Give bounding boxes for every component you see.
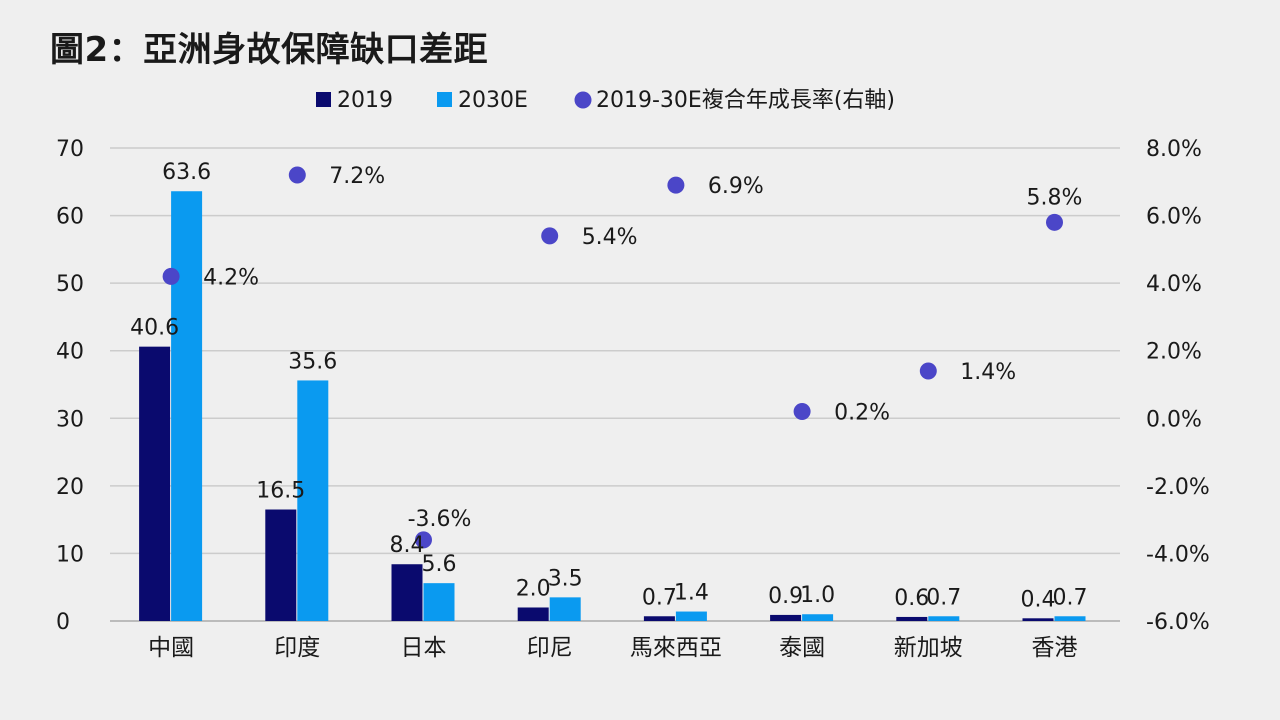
left-axis-tick-label: 40	[56, 340, 84, 365]
legend-swatch-cagr	[574, 91, 592, 109]
category-label: 中國	[148, 635, 194, 661]
right-axis-tick-label: 4.0%	[1146, 272, 1202, 297]
cagr-point	[415, 531, 432, 549]
bar-2030E-label: 1.0	[800, 583, 835, 608]
bar-2019	[896, 616, 928, 621]
cagr-label: -3.6%	[408, 507, 472, 532]
bar-2019-label: 8.4	[390, 533, 425, 558]
bar-2030E-label: 0.7	[926, 585, 961, 610]
legend-label-2019: 2019	[337, 88, 393, 113]
bar-2030E-label: 3.5	[548, 566, 583, 591]
cagr-label: 4.2%	[203, 265, 259, 290]
cagr-point	[667, 176, 685, 194]
bar-2019-label: 40.6	[130, 316, 179, 341]
left-axis-tick-label: 50	[56, 272, 84, 297]
legend-label-cagr: 2019-30E複合年成長率(右軸)	[596, 88, 895, 113]
cagr-point	[288, 166, 306, 184]
bar-2019	[265, 509, 297, 621]
bar-2019-label: 0.7	[642, 585, 677, 610]
left-axis-tick-label: 20	[56, 475, 84, 500]
bar-2019-label: 0.4	[1021, 587, 1056, 612]
bar-2019-label: 0.9	[768, 584, 803, 609]
right-axis-tick-label: -4.0%	[1146, 542, 1210, 567]
category-axis: 中國 印度 日本 印尼 馬來西亞 泰國 新加坡 香港	[148, 635, 1077, 661]
category-label: 香港	[1032, 635, 1078, 661]
legend-label-2030E: 2030E	[458, 88, 528, 113]
bar-2019-label: 0.6	[894, 586, 929, 611]
cagr-point	[1046, 213, 1063, 231]
bars	[139, 191, 1086, 621]
right-axis-tick-label: 6.0%	[1146, 205, 1202, 230]
bar-2030E-label: 1.4	[674, 581, 709, 606]
cagr-point	[919, 362, 937, 380]
chart-title: 圖2：亞洲身故保障缺口差距	[50, 30, 489, 70]
bar-2030E-label: 63.6	[162, 160, 211, 185]
left-axis-tick-label: 0	[56, 610, 70, 635]
bar-2030E	[675, 611, 707, 621]
cagr-point	[793, 403, 811, 421]
bar-2019	[643, 616, 675, 621]
bar-2019-label: 2.0	[516, 576, 551, 601]
left-axis-tick-label: 10	[56, 542, 84, 567]
bar-2030E	[1054, 616, 1086, 621]
cagr-label: 1.4%	[960, 360, 1016, 385]
bar-2019	[1022, 618, 1054, 621]
data-labels: 40.6 63.6 4.2% 16.5 35.6 7.2% 8.45.6 -3.6% 2.03.…	[130, 160, 1087, 612]
legend: 2019 2030E 2019-30E複合年成長率(右軸)	[316, 88, 895, 113]
cagr-label: 0.2%	[834, 401, 890, 426]
category-label: 印度	[274, 635, 320, 661]
category-label: 泰國	[779, 635, 825, 661]
left-axis-tick-label: 60	[56, 205, 84, 230]
right-axis-tick-label: -6.0%	[1146, 610, 1210, 635]
right-axis-tick-label: 2.0%	[1146, 340, 1202, 365]
bar-2030E-label: 0.7	[1053, 585, 1088, 610]
right-axis-tick-label: -2.0%	[1146, 475, 1210, 500]
right-axis-tick-label: 0.0%	[1146, 407, 1202, 432]
bar-2019	[139, 346, 171, 621]
bar-2030E-label: 5.6	[422, 552, 457, 577]
left-axis-tick-label: 30	[56, 407, 84, 432]
cagr-points	[162, 166, 1063, 549]
left-axis: 0 10 20 30 40 50 60 70	[56, 137, 84, 635]
category-label: 日本	[401, 635, 447, 661]
category-label: 新加坡	[894, 635, 963, 661]
right-axis: -6.0% -4.0% -2.0% 0.0% 2.0% 4.0% 6.0% 8.0%	[1146, 137, 1210, 635]
bar-2030E-label: 35.6	[288, 349, 337, 374]
bar-2030E	[549, 597, 581, 621]
bar-2019	[391, 564, 423, 621]
bar-2019	[770, 614, 802, 621]
bar-2030E	[297, 380, 329, 621]
legend-swatch-2030E	[437, 92, 452, 107]
cagr-label: 5.8%	[1027, 185, 1083, 210]
bar-2030E	[802, 614, 834, 621]
cagr-point	[162, 267, 180, 285]
bar-2030E	[171, 191, 203, 621]
cagr-point	[541, 227, 559, 245]
bar-2030E	[423, 583, 455, 621]
bar-2019	[517, 607, 549, 621]
left-axis-tick-label: 70	[56, 137, 84, 162]
cagr-label: 5.4%	[582, 225, 638, 250]
legend-swatch-2019	[316, 92, 331, 107]
cagr-label: 6.9%	[708, 174, 764, 199]
category-label: 印尼	[527, 635, 573, 661]
category-label: 馬來西亞	[630, 635, 722, 661]
cagr-label: 7.2%	[329, 164, 385, 189]
bar-2030E	[928, 616, 960, 621]
right-axis-tick-label: 8.0%	[1146, 137, 1202, 162]
bar-2019-label: 16.5	[256, 479, 305, 504]
